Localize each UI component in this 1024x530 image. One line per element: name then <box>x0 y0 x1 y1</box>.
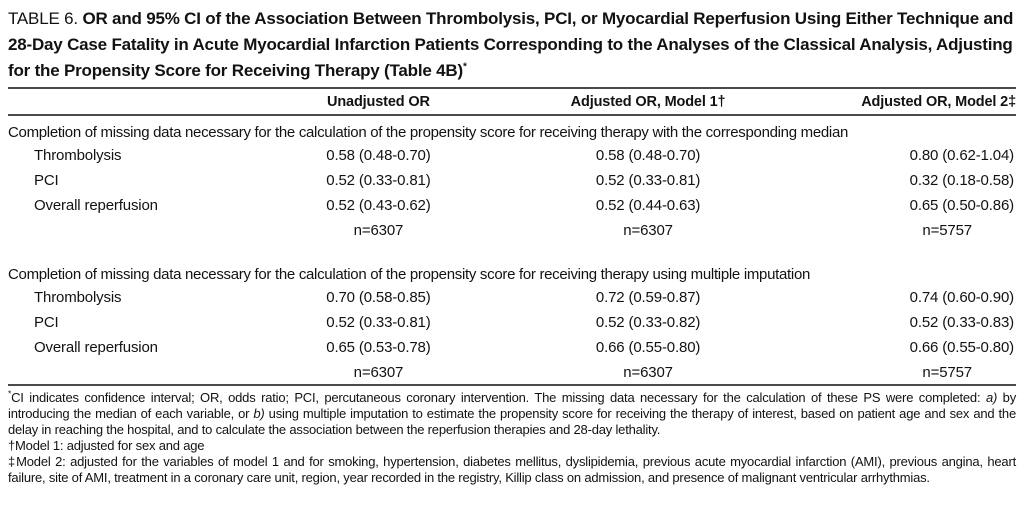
cell-model1: 0.66 (0.55-0.80) <box>595 339 701 356</box>
footnote-text-part1: CI indicates confidence interval; OR, od… <box>11 390 986 405</box>
footnote-italic-b: b) <box>253 406 265 421</box>
sample-size-row: n=6307 n=6307 n=5757 <box>8 360 1016 385</box>
sample-size-row: n=6307 n=6307 n=5757 <box>8 218 1016 243</box>
table-row-pci: PCI 0.52 (0.33-0.81) 0.52 (0.33-0.82) 0.… <box>8 310 1016 335</box>
cell-model2: 0.32 (0.18-0.58) <box>909 172 1014 189</box>
header-adjusted-or-model2: Adjusted OR, Model 2‡ <box>829 88 1016 116</box>
cell-unadjusted: 0.52 (0.33-0.81) <box>326 172 431 189</box>
table-header: Unadjusted OR Adjusted OR, Model 1† Adju… <box>8 88 1016 116</box>
section-header-text: Completion of missing data necessary for… <box>8 266 811 283</box>
footnote-model2: ‡Model 2: adjusted for the variables of … <box>8 454 1016 485</box>
header-unadjusted-or: Unadjusted OR <box>290 88 467 116</box>
results-table: Unadjusted OR Adjusted OR, Model 1† Adju… <box>8 87 1016 386</box>
empty-cell <box>8 218 290 243</box>
footnote-italic-a: a) <box>985 390 998 405</box>
cell-model1: 0.72 (0.59-0.87) <box>595 289 701 306</box>
cell-model1: 0.52 (0.44-0.63) <box>595 197 701 214</box>
asterisk-marker: * <box>8 388 12 399</box>
cell-unadjusted: 0.70 (0.58-0.85) <box>326 289 431 306</box>
table-title-text: OR and 95% CI of the Association Between… <box>8 9 1014 80</box>
cell-model2: 0.65 (0.50-0.86) <box>909 197 1014 214</box>
cell-model1: 0.58 (0.48-0.70) <box>595 147 701 164</box>
table-row-overall-reperfusion: Overall reperfusion 0.65 (0.53-0.78) 0.6… <box>8 335 1016 360</box>
n-model2: n=5757 <box>922 363 972 381</box>
n-unadjusted: n=6307 <box>353 222 404 239</box>
cell-model2: 0.66 (0.55-0.80) <box>909 339 1014 356</box>
header-row: Unadjusted OR Adjusted OR, Model 1† Adju… <box>8 88 1016 116</box>
row-label: Overall reperfusion <box>34 197 158 214</box>
row-label: Thrombolysis <box>34 147 122 164</box>
table-row-thrombolysis: Thrombolysis 0.70 (0.58-0.85) 0.72 (0.59… <box>8 285 1016 310</box>
cell-model2: 0.80 (0.62-1.04) <box>909 147 1014 164</box>
empty-cell <box>8 360 290 385</box>
row-label: Thrombolysis <box>34 289 122 306</box>
row-label: PCI <box>34 172 59 189</box>
cell-unadjusted: 0.52 (0.43-0.62) <box>326 197 431 214</box>
table-number-label: TABLE 6. <box>8 9 78 28</box>
footnotes-block: *CI indicates confidence interval; OR, o… <box>8 388 1016 486</box>
n-unadjusted: n=6307 <box>353 363 404 381</box>
row-label: Overall reperfusion <box>34 339 158 356</box>
footnote-model1: †Model 1: adjusted for sex and age <box>8 438 205 453</box>
footnote-text-part2: by introducing the median of each variab… <box>8 390 1016 421</box>
footnote-text-part3: using multiple imputation to estimate th… <box>8 406 1016 437</box>
n-model2: n=5757 <box>922 222 972 239</box>
n-model1: n=6307 <box>623 222 673 239</box>
footnote-abbreviations: *CI indicates confidence interval; OR, o… <box>8 388 1016 438</box>
table-row-overall-reperfusion: Overall reperfusion 0.52 (0.43-0.62) 0.5… <box>8 193 1016 218</box>
n-model1: n=6307 <box>623 363 673 381</box>
section-header-text: Completion of missing data necessary for… <box>8 124 849 141</box>
cell-unadjusted: 0.65 (0.53-0.78) <box>326 339 431 356</box>
cell-model1: 0.52 (0.33-0.82) <box>595 314 701 331</box>
section-header-multiple-imputation: Completion of missing data necessary for… <box>8 258 1016 285</box>
header-empty <box>8 88 291 116</box>
title-footnote-marker: * <box>462 61 467 73</box>
header-adjusted-or-model1: Adjusted OR, Model 1† <box>466 88 830 116</box>
table-row-pci: PCI 0.52 (0.33-0.81) 0.52 (0.33-0.81) 0.… <box>8 168 1016 193</box>
cell-model2: 0.52 (0.33-0.83) <box>909 314 1014 331</box>
table-row-thrombolysis: Thrombolysis 0.58 (0.48-0.70) 0.58 (0.48… <box>8 143 1016 168</box>
cell-model2: 0.74 (0.60-0.90) <box>909 289 1014 306</box>
section-header-median: Completion of missing data necessary for… <box>8 115 1016 143</box>
cell-model1: 0.52 (0.33-0.81) <box>595 172 701 189</box>
table-title: TABLE 6. OR and 95% CI of the Associatio… <box>8 6 1016 84</box>
cell-unadjusted: 0.52 (0.33-0.81) <box>326 314 431 331</box>
section-spacer <box>8 243 1016 258</box>
row-label: PCI <box>34 314 59 331</box>
cell-unadjusted: 0.58 (0.48-0.70) <box>326 147 431 164</box>
